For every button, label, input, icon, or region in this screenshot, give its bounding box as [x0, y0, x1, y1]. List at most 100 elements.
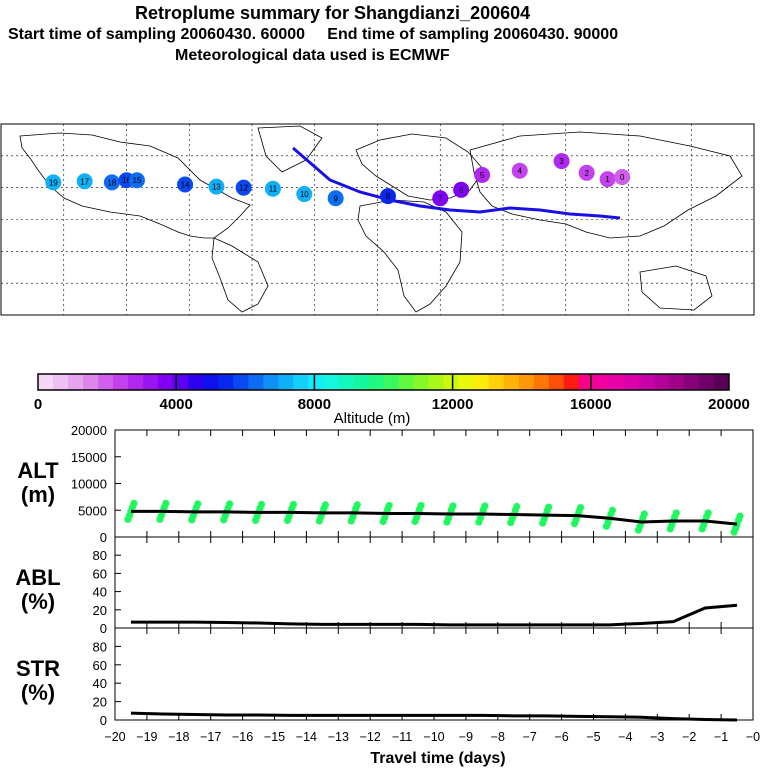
africa-coast	[357, 199, 463, 313]
y-tick-label: 0	[100, 713, 107, 728]
colorbar-tick-label: 16000	[570, 396, 612, 413]
colorbar-swatch	[698, 374, 715, 390]
colorbar-swatch	[323, 374, 339, 390]
altitude-spread-dot	[576, 503, 585, 512]
colorbar-swatch	[533, 374, 550, 390]
plume-point-marker	[599, 171, 616, 188]
plume-point-marker	[327, 190, 344, 207]
colorbar-swatch	[518, 374, 535, 390]
colorbar-swatch	[68, 374, 84, 390]
altitude-median-line	[130, 509, 738, 526]
plume-point-marker	[379, 188, 396, 205]
colorbar-swatch	[623, 374, 640, 390]
colorbar-swatch	[473, 374, 490, 390]
plume-point-marker	[208, 178, 225, 195]
plume-point: 11	[264, 180, 281, 197]
y-tick-label: 10000	[71, 477, 107, 492]
panel-ylabel-line: (%)	[21, 589, 55, 614]
colorbar-tick-label: 20000	[708, 396, 750, 413]
colorbar-swatch	[143, 374, 159, 390]
panel-ylabel: STR (%)	[16, 656, 60, 705]
asia-coast	[469, 131, 743, 239]
altitude-spread-dot	[353, 501, 361, 509]
plume-point-label: 9	[333, 194, 338, 203]
plume-point-label: 13	[212, 183, 221, 192]
colorbar-swatch	[608, 374, 625, 390]
x-tick-label: −15	[264, 730, 285, 744]
altitude-spread-dot	[162, 499, 170, 507]
colorbar-swatch	[443, 374, 460, 390]
colorbar-swatch	[293, 374, 309, 390]
y-tick-label: 60	[93, 658, 107, 673]
altitude-spread-dot	[736, 512, 744, 520]
panel-frame	[114, 536, 754, 629]
panel-ylabel-line: (%)	[21, 680, 55, 705]
start-time-label: Start time of sampling 20060430. 60000	[8, 26, 306, 43]
plume-point-label: 16	[122, 176, 131, 185]
y-tick-label: 80	[93, 548, 107, 563]
plume-point-label: 19	[49, 178, 58, 187]
x-tick-label: −12	[360, 730, 381, 744]
plume-point: 10	[296, 186, 313, 203]
colorbar-swatches	[38, 374, 730, 390]
colorbar-swatch	[398, 374, 415, 390]
x-tick-label: −4	[618, 730, 632, 744]
south-america-coast	[211, 237, 269, 313]
altitude-spread-dot	[481, 502, 489, 510]
colorbar-swatch	[383, 374, 400, 390]
panel-ylabel-line: STR	[16, 656, 60, 681]
plume-point-label: 5	[480, 171, 485, 180]
x-tick-label: −5	[586, 730, 600, 744]
plume-point: 13	[208, 178, 225, 195]
plume-point-label: 15	[133, 176, 142, 185]
plume-point-label: 6	[459, 186, 464, 195]
x-axis-label: Travel time (days)	[370, 750, 505, 767]
colorbar-swatch	[83, 374, 99, 390]
colorbar-swatch	[503, 374, 520, 390]
panel-alt: 0 5000 10000 15000 20000 ALT (m)	[17, 423, 754, 545]
panel-ylabel-line: ABL	[15, 565, 60, 590]
x-tick-label: −10	[423, 730, 444, 744]
colorbar-swatch	[638, 374, 655, 390]
panel-ylabel: ALT (m)	[17, 458, 59, 507]
x-tick-label: −6	[554, 730, 568, 744]
colorbar-swatch	[233, 374, 249, 390]
x-tick-label: −9	[459, 730, 473, 744]
x-tick-label: −8	[491, 730, 505, 744]
australia-coast	[639, 265, 713, 311]
plume-point-marker	[128, 172, 145, 189]
colorbar-swatch	[203, 374, 219, 390]
plume-point-marker	[474, 166, 491, 183]
colorbar-swatch	[248, 374, 264, 390]
colorbar-swatch	[338, 374, 354, 390]
plume-point-marker	[511, 162, 528, 179]
x-tick-label: −17	[200, 730, 221, 744]
altitude-colorbar: 0 4000 8000 12000 16000 20000 Altitude (m)	[34, 373, 750, 427]
altitude-spread-dot	[449, 502, 457, 510]
plume-point-marker	[103, 174, 120, 191]
plume-point-marker	[578, 164, 595, 181]
plume-centroid-track	[292, 146, 621, 220]
colorbar-frame	[37, 373, 730, 391]
y-tick-label: 60	[93, 566, 107, 581]
plume-point: 17	[76, 173, 93, 190]
plume-point: 9	[327, 190, 344, 207]
colorbar-swatch	[488, 374, 505, 390]
plume-point: 8	[379, 188, 396, 205]
x-tick-label: −18	[168, 730, 189, 744]
plume-point-marker	[614, 169, 631, 186]
plume-point-marker	[453, 181, 470, 198]
plume-point: 7	[432, 190, 449, 207]
plume-point-label: 7	[438, 194, 443, 203]
x-tick-label: −13	[328, 730, 349, 744]
plume-point: 1	[599, 171, 616, 188]
plume-point: 3	[553, 153, 570, 170]
altitude-spread-dot	[417, 501, 425, 510]
x-tick-label: −0	[746, 730, 760, 744]
colorbar-tick-label: 8000	[298, 396, 331, 413]
x-tick-label: −19	[136, 730, 157, 744]
colorbar-swatch	[308, 374, 324, 390]
